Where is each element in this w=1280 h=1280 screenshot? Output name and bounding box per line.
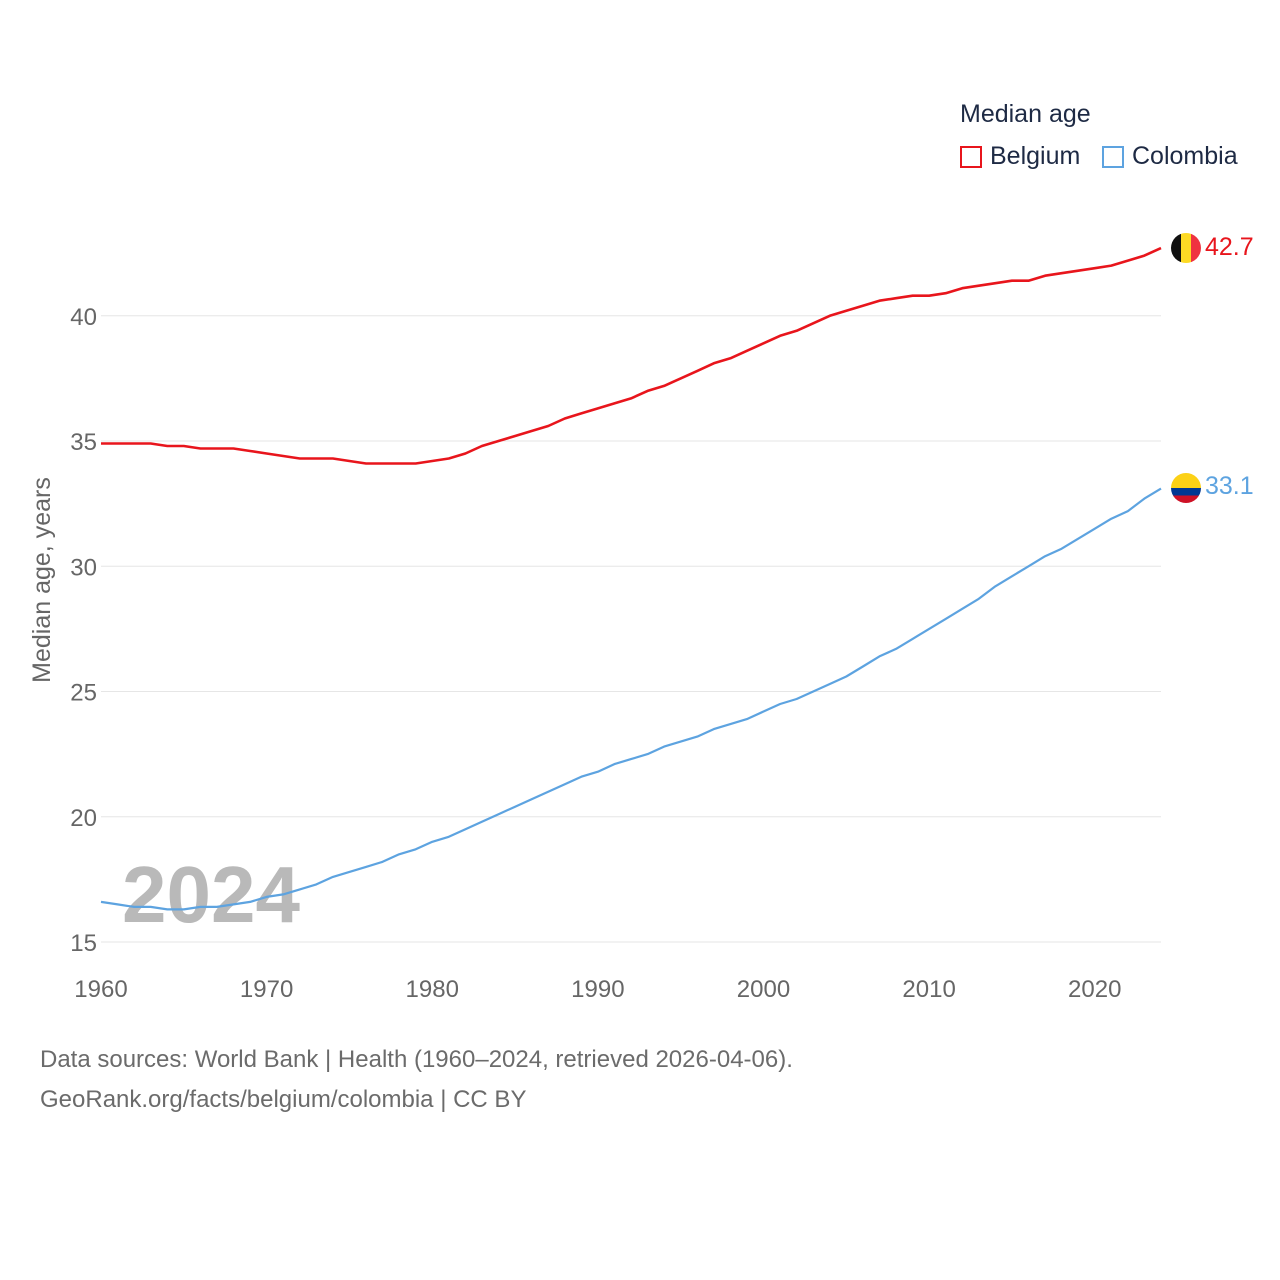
data-source-note: Data sources: World Bank | Health (1960–… xyxy=(40,1046,793,1073)
legend-item-colombia[interactable]: Colombia xyxy=(1102,142,1238,171)
y-axis-ticks: 15 20 25 30 35 40 xyxy=(70,304,97,957)
legend-item-belgium[interactable]: Belgium xyxy=(960,142,1080,171)
x-tick-label: 2010 xyxy=(902,976,955,1003)
credit-link[interactable]: GeoRank.org/facts/belgium/colombia | CC … xyxy=(40,1086,527,1113)
y-axis-title: Median age, years xyxy=(28,477,56,683)
colombia-line xyxy=(100,487,1162,911)
colombia-end-value: 33.1 xyxy=(1205,472,1254,500)
x-tick-label: 1990 xyxy=(571,976,624,1003)
colombia-swatch xyxy=(1102,145,1124,168)
x-tick-label: 2000 xyxy=(737,976,790,1003)
legend-title: Median age xyxy=(960,100,1091,128)
x-tick-label: 1980 xyxy=(406,976,459,1003)
gridlines xyxy=(101,315,1161,943)
belgium-swatch xyxy=(960,145,982,168)
y-tick-label: 15 xyxy=(70,930,97,957)
x-axis-ticks: 1960 1970 1980 1990 2000 2010 2020 xyxy=(74,976,1121,1003)
x-tick-label: 1970 xyxy=(240,976,293,1003)
y-tick-label: 20 xyxy=(70,805,97,832)
y-tick-label: 35 xyxy=(70,429,97,456)
belgium-flag-icon xyxy=(1171,233,1201,263)
year-watermark: 2024 xyxy=(122,850,300,939)
belgium-line xyxy=(101,246,1162,465)
x-tick-label: 1960 xyxy=(74,976,127,1003)
y-tick-label: 30 xyxy=(70,554,97,581)
legend-label-colombia: Colombia xyxy=(1132,142,1238,170)
colombia-flag-icon xyxy=(1171,473,1201,503)
x-tick-label: 2020 xyxy=(1068,976,1121,1003)
legend-label-belgium: Belgium xyxy=(990,142,1081,170)
y-tick-label: 40 xyxy=(70,304,97,331)
y-tick-label: 25 xyxy=(70,680,97,707)
belgium-end-value: 42.7 xyxy=(1205,233,1254,261)
line-chart: 15 20 25 30 35 40 1960 1970 1980 1990 2000 2010 202… xyxy=(28,233,1254,1003)
